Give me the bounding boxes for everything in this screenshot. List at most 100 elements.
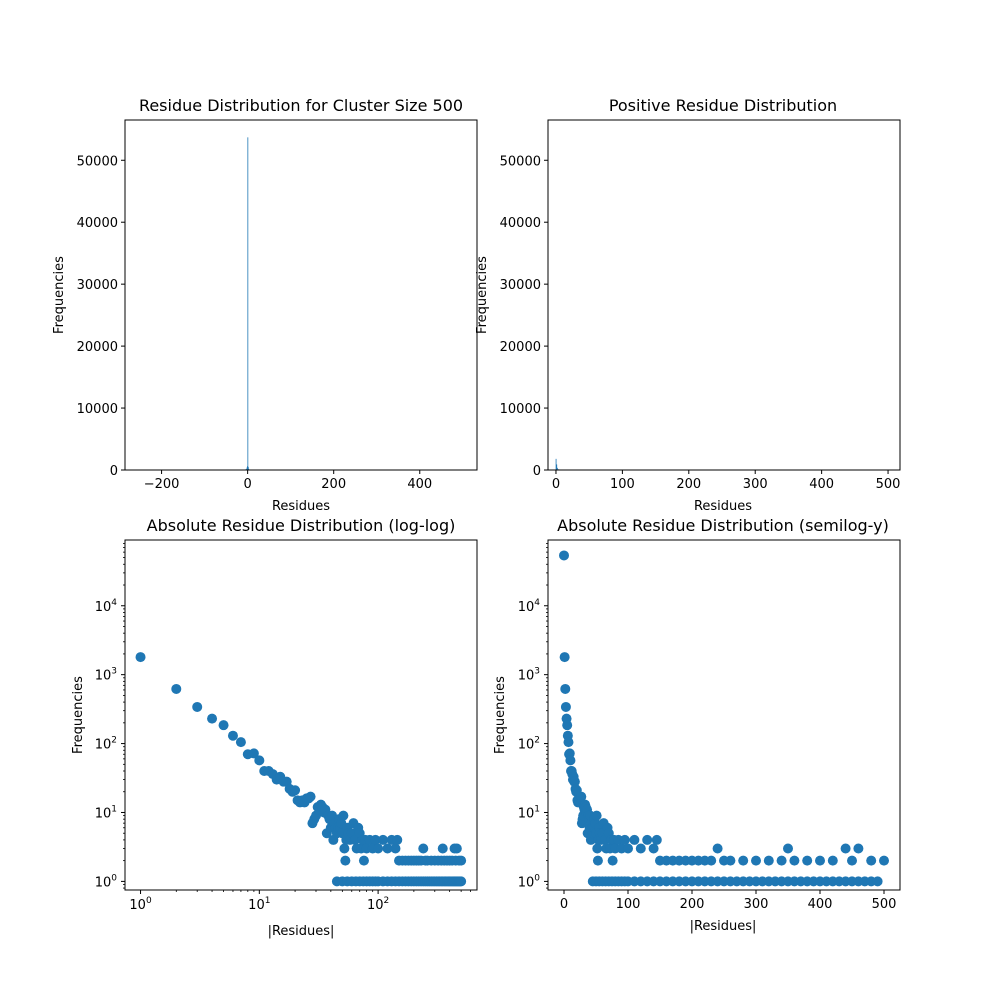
- tick-label: 102: [518, 736, 540, 753]
- scatter-point: [560, 701, 571, 712]
- scatter-point: [382, 843, 393, 854]
- tick-label: 500: [876, 477, 901, 492]
- x-axis: 0 100 200 300 400 500: [552, 470, 901, 492]
- scatter-point: [642, 834, 653, 845]
- subplot-residue-distribution: Residue Distribution for Cluster Size 50…: [52, 96, 478, 514]
- scatter-point: [456, 855, 467, 866]
- subplot-title: Absolute Residue Distribution (semilog-y…: [557, 516, 889, 535]
- scatter-point: [738, 855, 749, 866]
- subplot-title: Residue Distribution for Cluster Size 50…: [139, 96, 463, 115]
- y-axis-label: Frequencies: [493, 676, 508, 754]
- scatter-point: [437, 843, 448, 854]
- scatter-point: [290, 785, 301, 796]
- scatter-point: [192, 701, 203, 712]
- scatter-point: [776, 855, 787, 866]
- tick-label: −200: [144, 477, 180, 492]
- scatter-point: [562, 720, 573, 731]
- scatter-point: [559, 550, 569, 561]
- scatter-point: [559, 652, 570, 663]
- scatter-point: [218, 720, 229, 731]
- scatter-point: [651, 834, 662, 845]
- x-axis-label: Residues: [272, 499, 330, 514]
- axes-frame: [547, 539, 901, 891]
- plot-area: [559, 550, 889, 887]
- scatter-point: [248, 748, 259, 759]
- tick-label: 0: [560, 897, 568, 912]
- subplot-title: Absolute Residue Distribution (log-log): [147, 516, 456, 535]
- tick-label: 101: [95, 804, 117, 821]
- scatter-point: [451, 843, 462, 854]
- scatter-point: [563, 737, 574, 748]
- tick-label: 0: [243, 477, 251, 492]
- tick-label: 100: [518, 873, 541, 890]
- scatter-point: [418, 843, 429, 854]
- scatter-point: [751, 855, 761, 866]
- x-axis: −200 0 200 400: [144, 470, 432, 492]
- tick-label: 100: [95, 873, 118, 890]
- scatter-point: [565, 755, 576, 766]
- tick-label: 50000: [500, 154, 541, 169]
- tick-label: 400: [809, 477, 834, 492]
- y-axis-label: Frequencies: [52, 256, 67, 334]
- x-axis-label: |Residues|: [268, 924, 335, 939]
- tick-label: 200: [321, 477, 346, 492]
- scatter-point: [725, 855, 736, 866]
- scatter-point: [370, 834, 381, 845]
- scatter-point: [840, 843, 851, 854]
- histogram-bar: [246, 467, 248, 470]
- histogram-bar: [556, 467, 558, 470]
- scatter-point: [392, 834, 403, 845]
- y-axis: 0 10000 20000 30000 40000 50000: [500, 154, 548, 479]
- tick-label: 100: [129, 896, 152, 913]
- tick-label: 20000: [500, 340, 541, 355]
- scatter-point: [358, 855, 369, 866]
- scatter-point: [712, 843, 723, 854]
- plot-area: [135, 652, 467, 887]
- tick-label: 30000: [500, 278, 541, 293]
- scatter-point: [706, 855, 717, 866]
- scatter-point: [373, 843, 384, 854]
- scatter-point: [569, 776, 580, 787]
- scatter-point: [171, 683, 182, 694]
- scatter-point: [235, 737, 246, 748]
- scatter-point: [847, 855, 857, 866]
- scatter-point: [456, 876, 467, 887]
- scatter-point: [815, 855, 825, 866]
- scatter-point: [378, 834, 389, 845]
- scatter-point: [827, 855, 838, 866]
- tick-label: 0: [533, 464, 541, 479]
- tick-label: 100: [610, 477, 635, 492]
- histogram-bar: [247, 466, 248, 470]
- tick-label: 300: [743, 477, 768, 492]
- scatter-point: [629, 834, 640, 845]
- scatter-point: [789, 855, 800, 866]
- scatter-point: [619, 834, 630, 845]
- histogram-bar: [248, 468, 250, 470]
- tick-label: 200: [676, 477, 701, 492]
- tick-label: 0: [110, 464, 118, 479]
- scatter-point: [135, 652, 146, 663]
- tick-label: 102: [367, 896, 389, 913]
- scatter-point: [576, 791, 587, 802]
- scatter-point: [607, 855, 618, 866]
- tick-label: 103: [518, 667, 540, 684]
- axes-frame: [124, 119, 478, 471]
- scatter-point: [879, 855, 889, 866]
- tick-label: 104: [95, 598, 118, 615]
- tick-label: 101: [518, 804, 540, 821]
- scatter-point: [207, 713, 218, 724]
- x-axis-label: |Residues|: [690, 919, 757, 934]
- tick-label: 40000: [77, 216, 118, 231]
- histogram-bar: [247, 466, 249, 470]
- x-axis: 0 100 200 300 400 500: [560, 890, 896, 912]
- scatter-point: [390, 843, 401, 854]
- scatter-point: [254, 755, 265, 766]
- tick-label: 100: [616, 897, 641, 912]
- x-axis-label: Residues: [694, 499, 752, 514]
- subplot-absolute-residue-semilog-y: Absolute Residue Distribution (semilog-y…: [493, 516, 901, 934]
- y-axis: 0 10000 20000 30000 40000 50000: [77, 154, 125, 479]
- scatter-point: [305, 791, 316, 802]
- histogram-bar: [555, 458, 557, 470]
